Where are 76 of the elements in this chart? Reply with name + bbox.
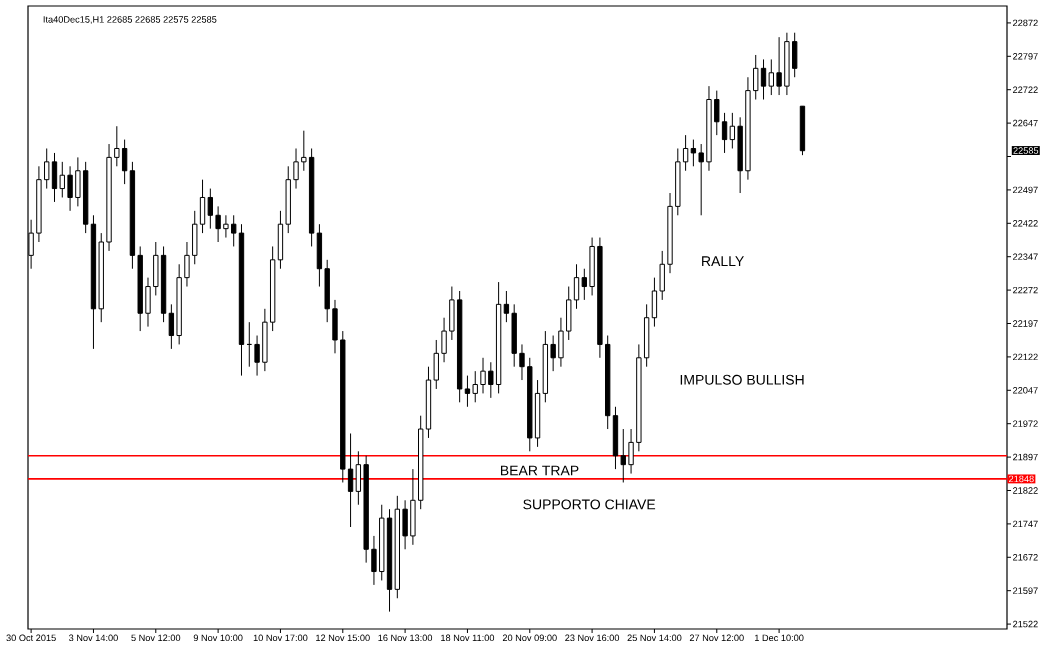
y-tick-label: 22197 (1013, 320, 1038, 327)
x-tick-label: 10 Nov 17:00 (253, 634, 308, 642)
candlestick (682, 134, 689, 172)
candlestick (472, 370, 478, 403)
y-tick-label: 22047 (1013, 387, 1038, 394)
y-tick-label: 21522 (1013, 620, 1038, 628)
candlestick (753, 54, 759, 101)
candlestick (215, 205, 221, 243)
candlestick (628, 428, 634, 475)
candlestick (67, 165, 73, 212)
text: Ita40Dec15,H1 22685 22685 22575 22585 (43, 16, 217, 24)
candlestick (223, 214, 229, 239)
y-tick-label: 21897 (1013, 453, 1038, 461)
y-tick-label: 22497 (1013, 186, 1038, 194)
x-tick-label: 5 Nov 12:00 (131, 634, 181, 642)
x-tick-label: 16 Nov 13:00 (378, 634, 433, 642)
candlestick (776, 36, 782, 96)
candlestick (254, 335, 260, 377)
candlestick (371, 535, 377, 586)
annotation: RALLY (702, 256, 744, 266)
candlestick (480, 357, 486, 394)
y-tick-label: 21822 (1013, 487, 1038, 494)
candlestick (550, 335, 556, 372)
candlestick (503, 290, 510, 323)
candlestick (293, 148, 299, 190)
y-tick-label: 22647 (1013, 119, 1038, 127)
x-tick-label: 1 Dec 10:00 (754, 634, 804, 642)
x-tick-label: 20 Nov 09:00 (502, 634, 557, 642)
y-tick-label: 21672 (1013, 554, 1038, 561)
candlestick (168, 303, 175, 350)
x-tick-label: 25 Nov 14:00 (627, 634, 682, 642)
x-tick-label: 23 Nov 16:00 (565, 634, 620, 642)
ref-line-label: 21848 (1009, 475, 1034, 483)
candlestick (44, 148, 50, 190)
annotation: IMPULSO BULLISH (680, 374, 804, 385)
candlestick (488, 361, 494, 399)
y-tick-label: 22722 (1013, 86, 1038, 93)
x-tick-label: 30 Oct 2015 (6, 634, 56, 642)
x-tick-label: 27 Nov 12:00 (689, 634, 744, 642)
candlestick (231, 214, 237, 247)
candlestick (114, 125, 120, 167)
y-tick-label: 22347 (1013, 253, 1038, 260)
y-tick-label: 22272 (1013, 286, 1038, 294)
candlestick (347, 432, 354, 528)
y-tick-label: 22872 (1013, 19, 1038, 27)
annotation: SUPPORTO CHIAVE (523, 499, 656, 510)
candlestick (581, 268, 587, 301)
candlestick (464, 375, 471, 408)
y-tick-label: 21597 (1013, 587, 1038, 594)
candlestick (729, 112, 736, 149)
candlestick (184, 241, 190, 288)
y-tick-label: 22122 (1013, 353, 1038, 361)
x-tick-label: 12 Nov 15:00 (316, 634, 370, 642)
text: 22585 (1013, 147, 1039, 154)
candlestick (721, 112, 728, 154)
candlestick (690, 139, 697, 167)
candlestick (519, 343, 525, 381)
candlestick (59, 161, 65, 198)
candlestick (207, 188, 214, 230)
annotation: BEAR TRAP (500, 465, 579, 476)
x-tick-label: 3 Nov 14:00 (69, 634, 118, 642)
candlestick (121, 139, 128, 185)
candlestick (768, 58, 774, 96)
candlestick (714, 90, 720, 136)
y-tick-label: 22422 (1013, 220, 1038, 227)
x-tick-label: 9 Nov 10:00 (193, 634, 243, 642)
y-tick-label: 22797 (1013, 53, 1038, 60)
x-tick-label: 18 Nov 11:00 (441, 634, 495, 642)
candlestick (620, 428, 626, 483)
candlestick (698, 143, 704, 216)
candlestick (301, 130, 307, 172)
y-tick-label: 21972 (1013, 420, 1038, 427)
candlestick (441, 317, 447, 363)
candlestick (573, 263, 580, 310)
y-tick-label: 21747 (1013, 520, 1038, 528)
candlestick (760, 58, 767, 101)
